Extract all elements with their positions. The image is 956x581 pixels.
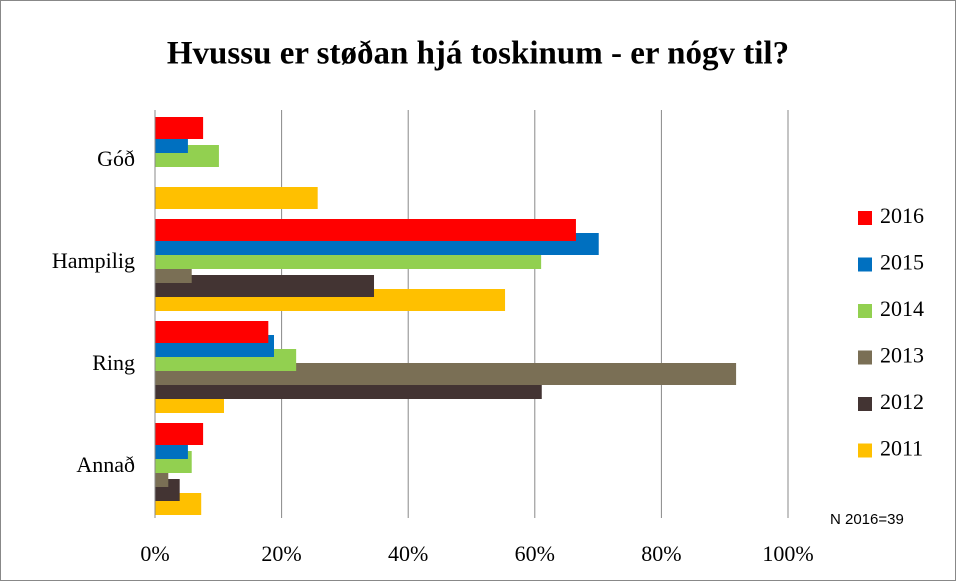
bar [155,363,737,385]
bar [155,275,375,297]
bar [155,219,576,241]
legend-label: 2011 [880,436,923,461]
bar [155,423,204,445]
x-tick-label: 20% [261,541,301,566]
legend-label: 2015 [880,250,924,275]
bar [155,321,269,343]
x-tick-label: 0% [140,541,169,566]
bar [155,187,318,209]
legend-label: 2013 [880,343,924,368]
legend-label: 2012 [880,389,924,414]
y-tick-label: Ring [92,350,135,375]
legend-swatch [858,304,872,318]
legend-swatch [858,211,872,225]
legend-swatch [858,257,872,272]
legend-swatch [858,397,872,411]
y-tick-label: Góð [97,146,135,171]
x-tick-label: 40% [388,541,428,566]
x-tick-label: 60% [515,541,555,566]
y-tick-label: Annað [76,452,135,477]
y-tick-label: Hampilig [52,248,135,273]
legend-label: 2014 [880,296,924,321]
legend-swatch [858,350,872,365]
chart-title: Hvussu er støðan hjá toskinum - er nógv … [167,36,789,72]
x-tick-label: 80% [641,541,681,566]
annotation: N 2016=39 [830,511,904,528]
legend-swatch [858,443,872,458]
bar [155,117,204,139]
x-tick-label: 100% [762,541,813,566]
legend-label: 2016 [880,203,924,228]
